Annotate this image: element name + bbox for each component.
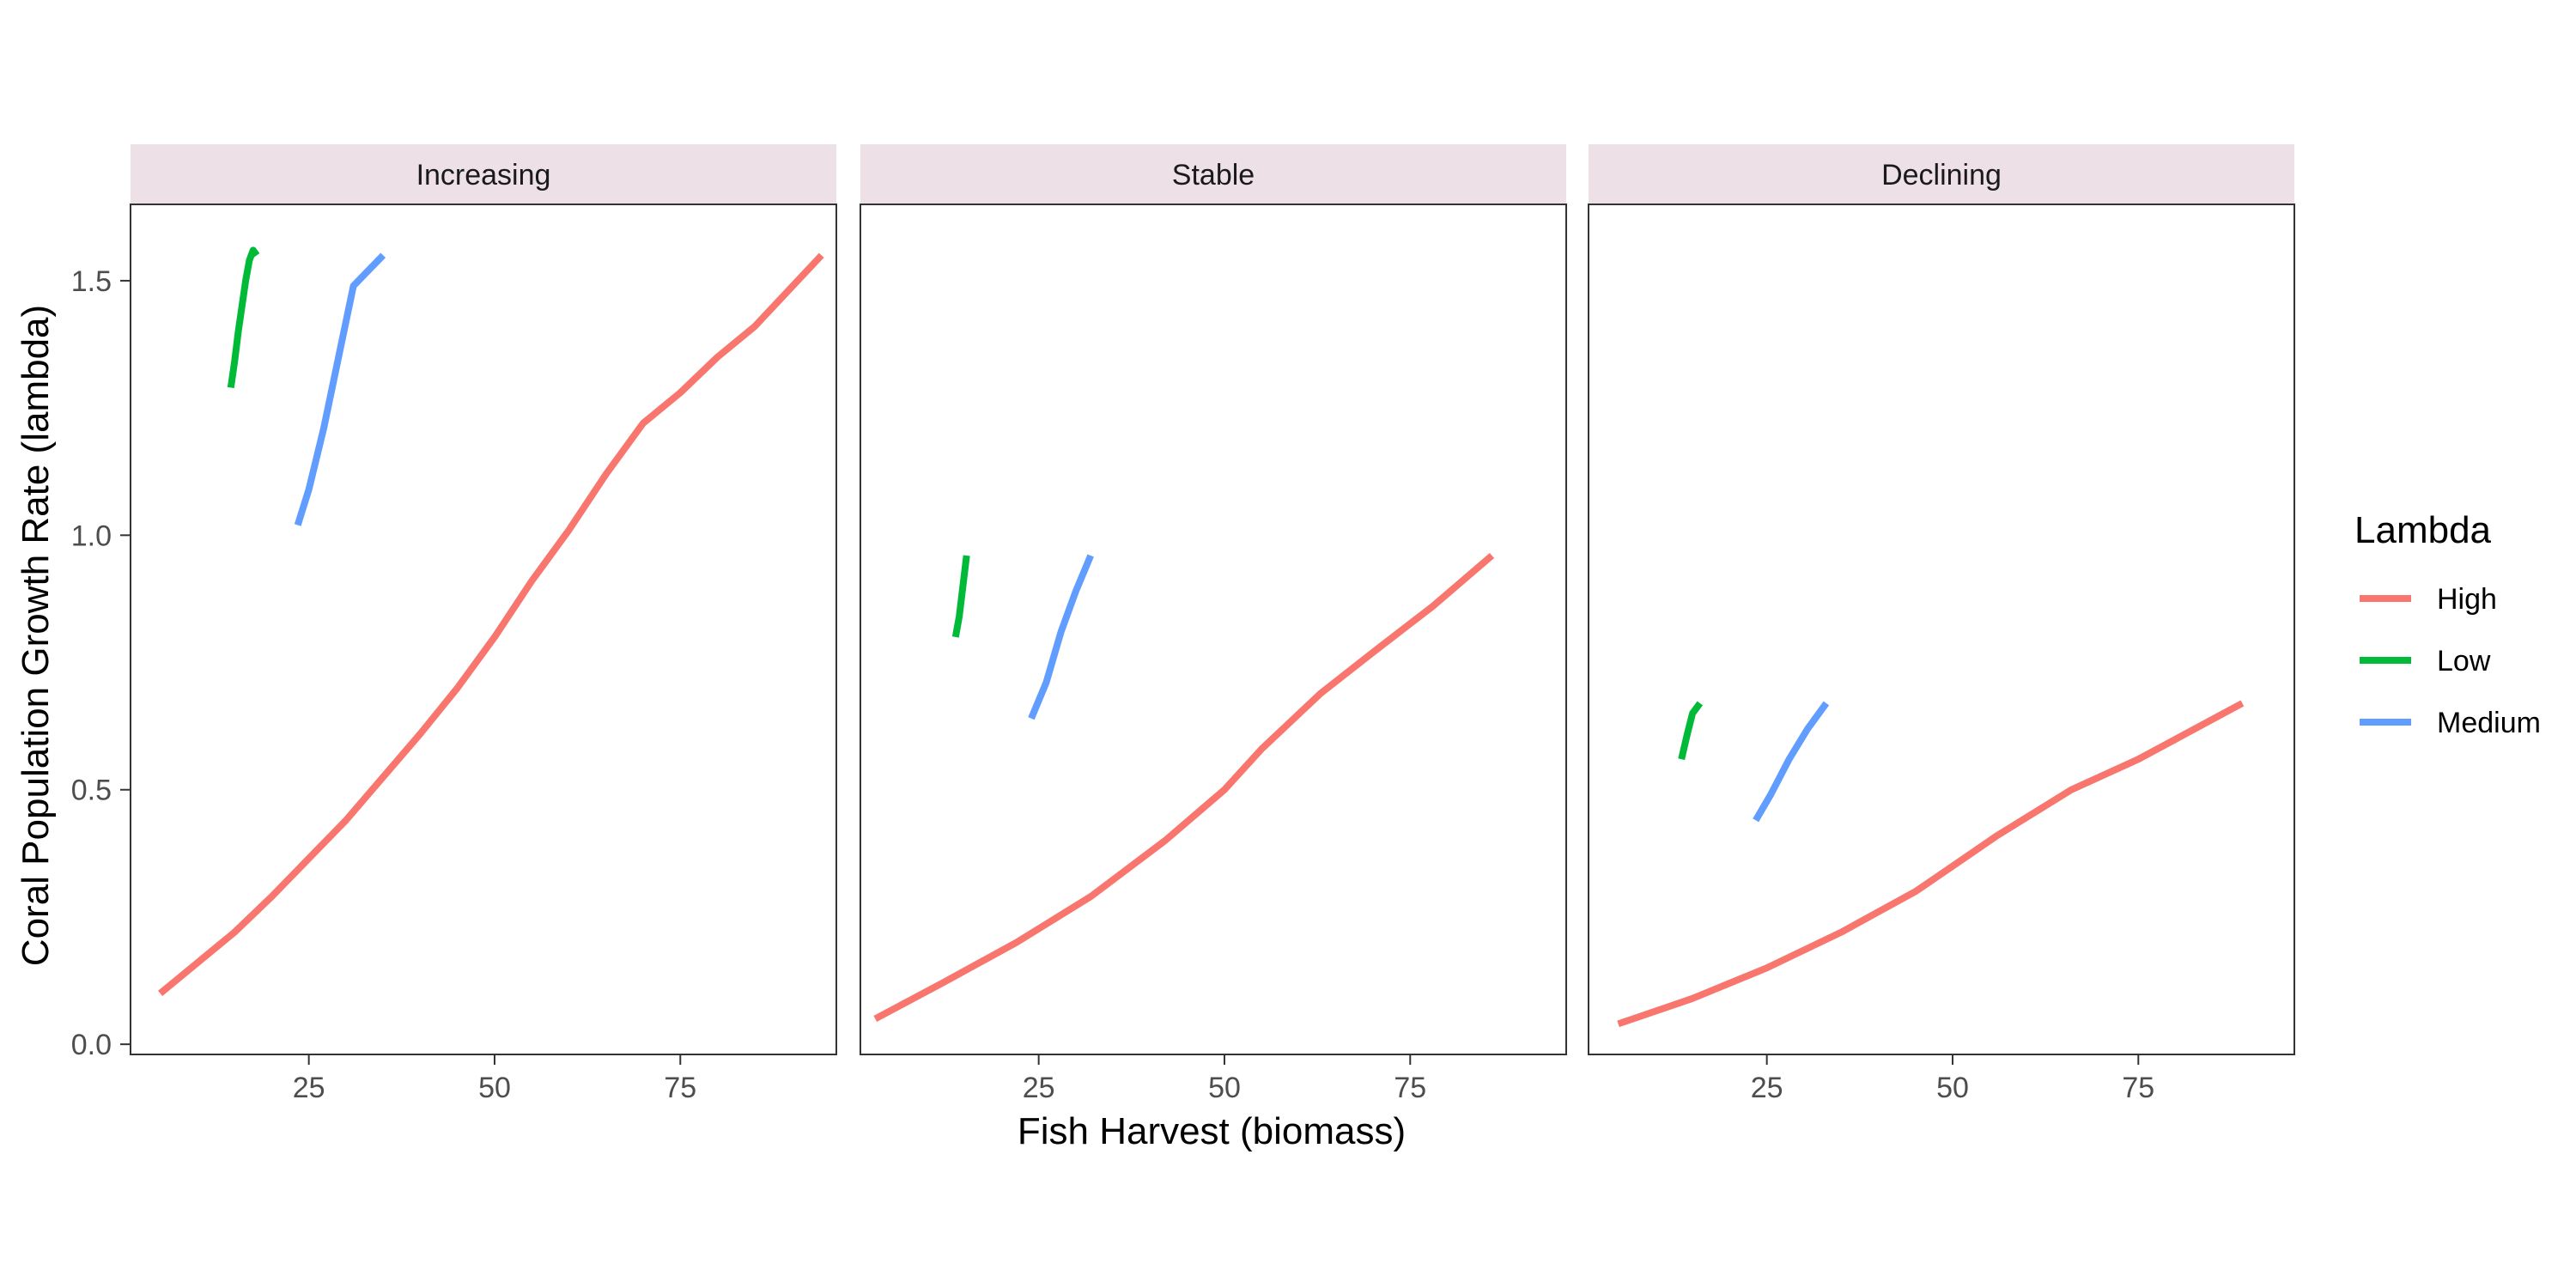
legend-label: High bbox=[2437, 583, 2497, 616]
legend-item-low: Low bbox=[2360, 645, 2491, 677]
series-line-medium bbox=[1753, 701, 1830, 823]
x-tick-label: 50 bbox=[478, 1072, 511, 1104]
y-tick-label: 1.0 bbox=[71, 519, 112, 552]
series-line-low bbox=[951, 555, 970, 638]
legend-label: Medium bbox=[2437, 707, 2541, 739]
panels-layer: Increasing 25 50 75 Stable 25 50 75 Declining 25 5… bbox=[130, 144, 2295, 1104]
panel-strip-label: Increasing bbox=[416, 159, 551, 191]
panel-increasing: Increasing 25 50 75 bbox=[130, 144, 837, 1104]
x-axis-title: Fish Harvest (biomass) bbox=[1018, 1110, 1406, 1152]
x-tick-label: 75 bbox=[664, 1072, 696, 1104]
panel-strip-label: Stable bbox=[1172, 159, 1255, 191]
x-tick-label: 75 bbox=[1394, 1072, 1426, 1104]
series-line-medium bbox=[294, 252, 386, 526]
x-tick-label: 25 bbox=[293, 1072, 325, 1104]
legend-item-medium: Medium bbox=[2360, 707, 2541, 739]
x-tick-label: 25 bbox=[1751, 1072, 1783, 1104]
x-tick-label: 75 bbox=[2122, 1072, 2154, 1104]
panel-stable: Stable 25 50 75 bbox=[860, 144, 1567, 1104]
panel-border bbox=[1588, 204, 2295, 1055]
x-tick-label: 50 bbox=[1936, 1072, 1969, 1104]
panel-strip bbox=[1589, 144, 2294, 204]
series-line-low bbox=[1678, 701, 1704, 761]
series-line-high bbox=[158, 252, 824, 996]
panel-strip bbox=[860, 144, 1566, 204]
legend-items: High Low Medium bbox=[2360, 583, 2541, 739]
legend: Lambda High Low Medium bbox=[2354, 509, 2541, 739]
y-tick-label: 1.5 bbox=[71, 265, 112, 298]
panel-border bbox=[860, 204, 1567, 1055]
y-tick-label: 0.5 bbox=[71, 775, 112, 807]
panel-strip bbox=[131, 144, 836, 204]
legend-title: Lambda bbox=[2354, 509, 2492, 551]
series-line-low bbox=[227, 246, 260, 388]
y-tick-label: 0.0 bbox=[71, 1029, 112, 1061]
x-tick-label: 50 bbox=[1208, 1072, 1241, 1104]
panel-declining: Declining 25 50 75 bbox=[1588, 144, 2295, 1104]
series-line-high bbox=[1617, 700, 2245, 1028]
y-axis: 0.0 0.5 1.0 1.5 bbox=[71, 265, 131, 1061]
y-axis-title: Coral Population Growth Rate (lambda) bbox=[15, 305, 57, 966]
panel-strip-label: Declining bbox=[1881, 159, 2002, 191]
legend-item-high: High bbox=[2360, 583, 2497, 616]
series-line-high bbox=[873, 552, 1495, 1023]
panel-border bbox=[130, 204, 837, 1055]
series-line-medium bbox=[1028, 554, 1094, 720]
legend-label: Low bbox=[2437, 645, 2491, 677]
x-tick-label: 25 bbox=[1023, 1072, 1055, 1104]
